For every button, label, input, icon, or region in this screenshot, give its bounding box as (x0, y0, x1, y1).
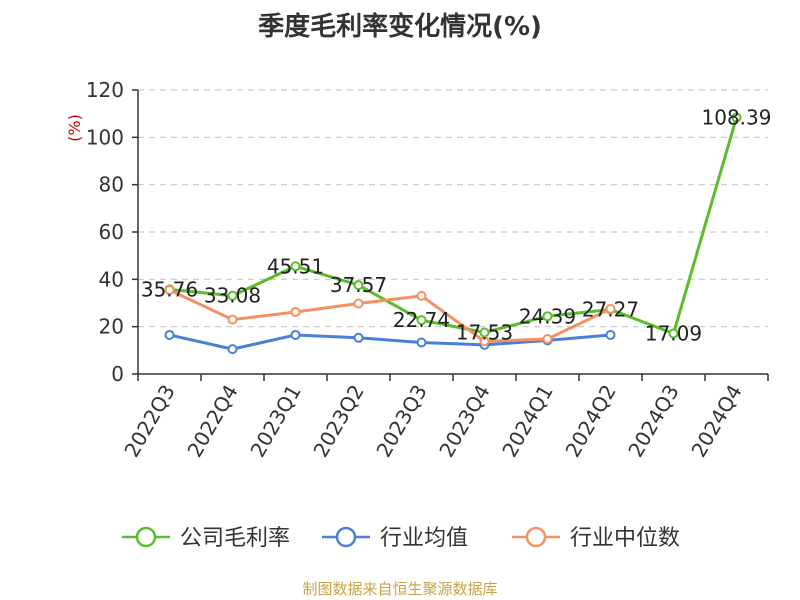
data-point (668, 328, 679, 339)
x-tick-label: 2024Q2 (560, 381, 620, 462)
data-point (542, 333, 553, 344)
data-label: 33.08 (204, 284, 261, 308)
x-tick-label: 2024Q4 (686, 381, 746, 462)
data-point (416, 337, 427, 348)
data-point (542, 311, 553, 322)
data-point (227, 314, 238, 325)
y-tick-label: 40 (99, 267, 124, 291)
data-point (416, 290, 427, 301)
chart-title: 季度毛利率变化情况(%) (258, 12, 542, 42)
y-axis-unit-label: (%) (65, 114, 84, 142)
data-point (605, 303, 616, 314)
series-line-1 (169, 333, 611, 351)
data-point (353, 298, 364, 309)
data-point (164, 284, 175, 295)
series-line-2 (168, 288, 612, 343)
data-point (290, 261, 301, 272)
data-point (290, 306, 301, 317)
x-tick-label: 2023Q4 (434, 381, 494, 462)
legend-marker-1 (335, 526, 357, 548)
y-tick-label: 120 (86, 78, 124, 102)
grid-lines (138, 89, 768, 328)
legend: 公司毛利率 行业均值 行业中位数 (122, 526, 680, 551)
data-label: 17.53 (456, 321, 513, 345)
y-tick-label: 80 (99, 173, 124, 197)
x-tick-label: 2022Q4 (182, 381, 242, 462)
x-tick-label: 2023Q3 (371, 381, 431, 462)
legend-label-1: 行业均值 (380, 526, 468, 551)
y-tick-label: 100 (86, 125, 124, 149)
series-line-0 (169, 117, 738, 336)
data-point (227, 344, 238, 355)
series-lines (164, 112, 742, 355)
data-point (227, 290, 238, 301)
data-label: 22.74 (393, 308, 450, 332)
x-tick-label: 2024Q1 (497, 381, 557, 462)
x-tick-label: 2024Q3 (623, 381, 683, 462)
x-tick-label: 2023Q2 (308, 381, 368, 462)
legend-marker-0 (135, 526, 157, 548)
legend-marker-2 (525, 526, 547, 548)
x-tick-label: 2023Q1 (245, 381, 305, 462)
x-tick-label: 2022Q3 (119, 381, 179, 462)
legend-label-0: 公司毛利率 (180, 526, 290, 551)
data-label: 37.57 (330, 273, 387, 297)
data-label: 35.76 (141, 277, 198, 301)
data-label: 45.51 (267, 254, 324, 278)
legend-label-2: 行业中位数 (570, 526, 680, 551)
y-tick-label: 60 (99, 220, 124, 244)
y-tick-label: 0 (111, 362, 124, 386)
data-point (605, 329, 616, 340)
data-point (290, 329, 301, 340)
data-point (731, 112, 742, 123)
data-label: 17.09 (645, 322, 702, 346)
data-point (353, 332, 364, 343)
y-tick-label: 20 (99, 315, 124, 339)
data-point (164, 329, 175, 340)
source-footer: 制图数据来自恒生聚源数据库 (302, 580, 498, 598)
data-point (479, 336, 490, 347)
data-label: 24.39 (519, 304, 576, 328)
data-label: 108.39 (702, 105, 772, 129)
data-point (353, 280, 364, 291)
data-label: 27.27 (582, 297, 639, 321)
data-point (416, 315, 427, 326)
